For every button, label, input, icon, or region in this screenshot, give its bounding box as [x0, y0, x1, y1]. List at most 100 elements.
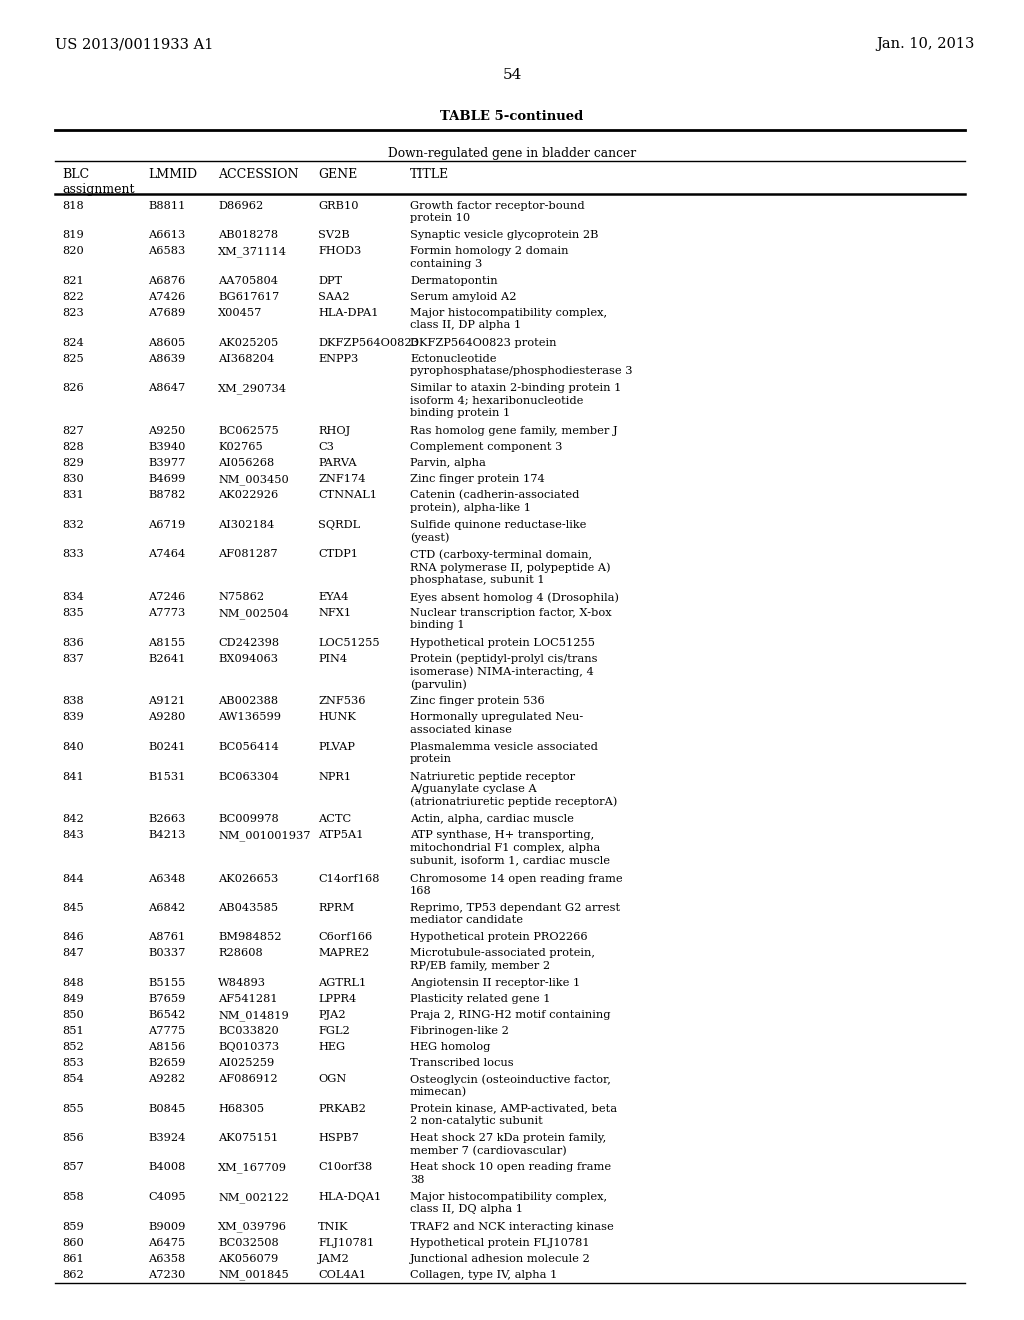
Text: CTDP1: CTDP1	[318, 549, 358, 558]
Text: 859: 859	[62, 1221, 84, 1232]
Text: 828: 828	[62, 442, 84, 451]
Text: XM_167709: XM_167709	[218, 1163, 287, 1173]
Text: XM_039796: XM_039796	[218, 1221, 287, 1232]
Text: B2663: B2663	[148, 814, 185, 825]
Text: 819: 819	[62, 231, 84, 240]
Text: BC056414: BC056414	[218, 742, 279, 752]
Text: ACCESSION: ACCESSION	[218, 168, 299, 181]
Text: Microtubule-associated protein,
RP/EB family, member 2: Microtubule-associated protein, RP/EB fa…	[410, 949, 595, 972]
Text: NM_014819: NM_014819	[218, 1010, 289, 1020]
Text: A7464: A7464	[148, 549, 185, 558]
Text: 827: 827	[62, 426, 84, 436]
Text: B4699: B4699	[148, 474, 185, 484]
Text: 848: 848	[62, 978, 84, 987]
Text: Praja 2, RING-H2 motif containing: Praja 2, RING-H2 motif containing	[410, 1010, 610, 1020]
Text: 836: 836	[62, 638, 84, 648]
Text: A6842: A6842	[148, 903, 185, 913]
Text: Similar to ataxin 2-binding protein 1
isoform 4; hexaribonucleotide
binding prot: Similar to ataxin 2-binding protein 1 is…	[410, 383, 622, 418]
Text: Collagen, type IV, alpha 1: Collagen, type IV, alpha 1	[410, 1270, 557, 1279]
Text: SAA2: SAA2	[318, 292, 349, 302]
Text: NM_001001937: NM_001001937	[218, 830, 310, 841]
Text: AF081287: AF081287	[218, 549, 278, 558]
Text: HUNK: HUNK	[318, 713, 356, 722]
Text: 846: 846	[62, 932, 84, 942]
Text: W84893: W84893	[218, 978, 266, 987]
Text: A9280: A9280	[148, 713, 185, 722]
Text: Junctional adhesion molecule 2: Junctional adhesion molecule 2	[410, 1254, 591, 1263]
Text: BC032508: BC032508	[218, 1238, 279, 1247]
Text: B6542: B6542	[148, 1010, 185, 1020]
Text: BX094063: BX094063	[218, 653, 278, 664]
Text: 834: 834	[62, 591, 84, 602]
Text: BC009978: BC009978	[218, 814, 279, 825]
Text: 830: 830	[62, 474, 84, 484]
Text: 840: 840	[62, 742, 84, 752]
Text: Transcribed locus: Transcribed locus	[410, 1059, 514, 1068]
Text: NM_003450: NM_003450	[218, 474, 289, 484]
Text: 851: 851	[62, 1026, 84, 1036]
Text: 842: 842	[62, 814, 84, 825]
Text: 853: 853	[62, 1059, 84, 1068]
Text: B3924: B3924	[148, 1133, 185, 1143]
Text: AK022926: AK022926	[218, 490, 279, 500]
Text: BC063304: BC063304	[218, 771, 279, 781]
Text: 822: 822	[62, 292, 84, 302]
Text: Catenin (cadherin-associated
protein), alpha-like 1: Catenin (cadherin-associated protein), a…	[410, 490, 580, 513]
Text: B8782: B8782	[148, 490, 185, 500]
Text: 849: 849	[62, 994, 84, 1005]
Text: NFX1: NFX1	[318, 609, 351, 618]
Text: AK075151: AK075151	[218, 1133, 279, 1143]
Text: Hormonally upregulated Neu-
associated kinase: Hormonally upregulated Neu- associated k…	[410, 713, 584, 735]
Text: 844: 844	[62, 874, 84, 883]
Text: CD242398: CD242398	[218, 638, 280, 648]
Text: Zinc finger protein 536: Zinc finger protein 536	[410, 697, 545, 706]
Text: ACTC: ACTC	[318, 814, 351, 825]
Text: A7426: A7426	[148, 292, 185, 302]
Text: AB002388: AB002388	[218, 697, 279, 706]
Text: Plasticity related gene 1: Plasticity related gene 1	[410, 994, 551, 1005]
Text: EYA4: EYA4	[318, 591, 348, 602]
Text: 820: 820	[62, 247, 84, 256]
Text: FHOD3: FHOD3	[318, 247, 361, 256]
Text: ZNF174: ZNF174	[318, 474, 366, 484]
Text: Serum amyloid A2: Serum amyloid A2	[410, 292, 516, 302]
Text: B0241: B0241	[148, 742, 185, 752]
Text: A7775: A7775	[148, 1026, 185, 1036]
Text: B2641: B2641	[148, 653, 185, 664]
Text: Growth factor receptor-bound
protein 10: Growth factor receptor-bound protein 10	[410, 201, 585, 223]
Text: A7689: A7689	[148, 308, 185, 318]
Text: B0337: B0337	[148, 949, 185, 958]
Text: US 2013/0011933 A1: US 2013/0011933 A1	[55, 37, 213, 51]
Text: A6583: A6583	[148, 247, 185, 256]
Text: 843: 843	[62, 830, 84, 841]
Text: A8639: A8639	[148, 354, 185, 363]
Text: Hypothetical protein PRO2266: Hypothetical protein PRO2266	[410, 932, 588, 942]
Text: A6719: A6719	[148, 520, 185, 529]
Text: CTNNAL1: CTNNAL1	[318, 490, 377, 500]
Text: B1531: B1531	[148, 771, 185, 781]
Text: Angiotensin II receptor-like 1: Angiotensin II receptor-like 1	[410, 978, 581, 987]
Text: TNIK: TNIK	[318, 1221, 348, 1232]
Text: B0845: B0845	[148, 1104, 185, 1114]
Text: Fibrinogen-like 2: Fibrinogen-like 2	[410, 1026, 509, 1036]
Text: A6613: A6613	[148, 231, 185, 240]
Text: Synaptic vesicle glycoprotein 2B: Synaptic vesicle glycoprotein 2B	[410, 231, 598, 240]
Text: 835: 835	[62, 609, 84, 618]
Text: BM984852: BM984852	[218, 932, 282, 942]
Text: Protein kinase, AMP-activated, beta
2 non-catalytic subunit: Protein kinase, AMP-activated, beta 2 no…	[410, 1104, 617, 1126]
Text: MAPRE2: MAPRE2	[318, 949, 370, 958]
Text: A8605: A8605	[148, 338, 185, 347]
Text: NPR1: NPR1	[318, 771, 351, 781]
Text: C6orf166: C6orf166	[318, 932, 373, 942]
Text: H68305: H68305	[218, 1104, 264, 1114]
Text: 823: 823	[62, 308, 84, 318]
Text: Ras homolog gene family, member J: Ras homolog gene family, member J	[410, 426, 617, 436]
Text: N75862: N75862	[218, 591, 264, 602]
Text: Dermatopontin: Dermatopontin	[410, 276, 498, 286]
Text: 852: 852	[62, 1041, 84, 1052]
Text: PJA2: PJA2	[318, 1010, 346, 1020]
Text: PRKAB2: PRKAB2	[318, 1104, 366, 1114]
Text: 824: 824	[62, 338, 84, 347]
Text: BG617617: BG617617	[218, 292, 280, 302]
Text: Hypothetical protein LOC51255: Hypothetical protein LOC51255	[410, 638, 595, 648]
